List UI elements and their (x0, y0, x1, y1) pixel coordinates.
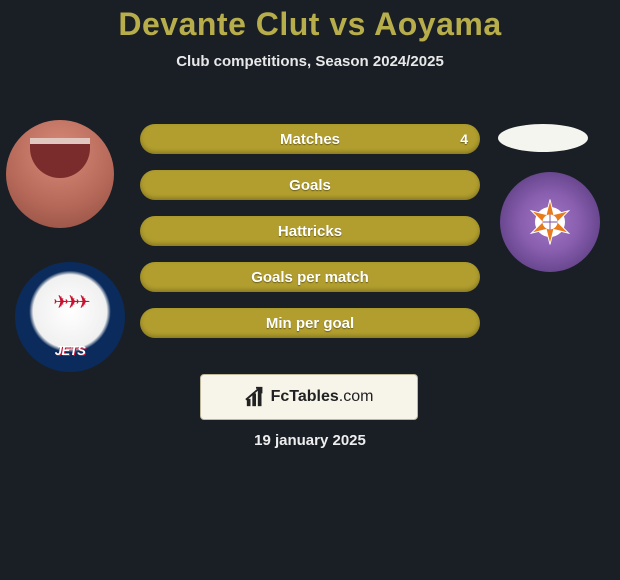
stat-pill: Goals per match (140, 262, 480, 292)
stats-container: Matches 4 Goals Hattricks Goals per match Min… (140, 124, 480, 354)
watermark-domain: .com (339, 388, 374, 405)
club-right-badge (500, 172, 600, 272)
bar-chart-icon (245, 386, 267, 408)
stat-label: Goals per match (251, 269, 369, 286)
player-left-avatar (6, 120, 114, 228)
jets-planes-icon: ✈✈✈ (53, 292, 86, 313)
club-left-badge: ✈✈✈ JETS (15, 262, 125, 372)
club-left-short: JETS (55, 343, 86, 358)
snapshot-date: 19 january 2025 (0, 432, 620, 449)
watermark-text: FcTables.com (271, 388, 374, 406)
stat-value-right: 4 (460, 131, 468, 147)
perth-glory-icon (520, 192, 580, 252)
stat-pill: Matches 4 (140, 124, 480, 154)
stat-label: Hattricks (278, 223, 342, 240)
player-right-avatar (498, 124, 588, 152)
stat-pill: Min per goal (140, 308, 480, 338)
fctables-watermark: FcTables.com (200, 374, 418, 420)
stat-pill: Hattricks (140, 216, 480, 246)
watermark-brand: FcTables (271, 388, 339, 405)
stat-label: Min per goal (266, 315, 354, 332)
stat-pill: Goals (140, 170, 480, 200)
stat-label: Goals (289, 177, 331, 194)
page-subtitle: Club competitions, Season 2024/2025 (0, 53, 620, 70)
stat-label: Matches (280, 131, 340, 148)
page-title: Devante Clut vs Aoyama (0, 6, 620, 43)
